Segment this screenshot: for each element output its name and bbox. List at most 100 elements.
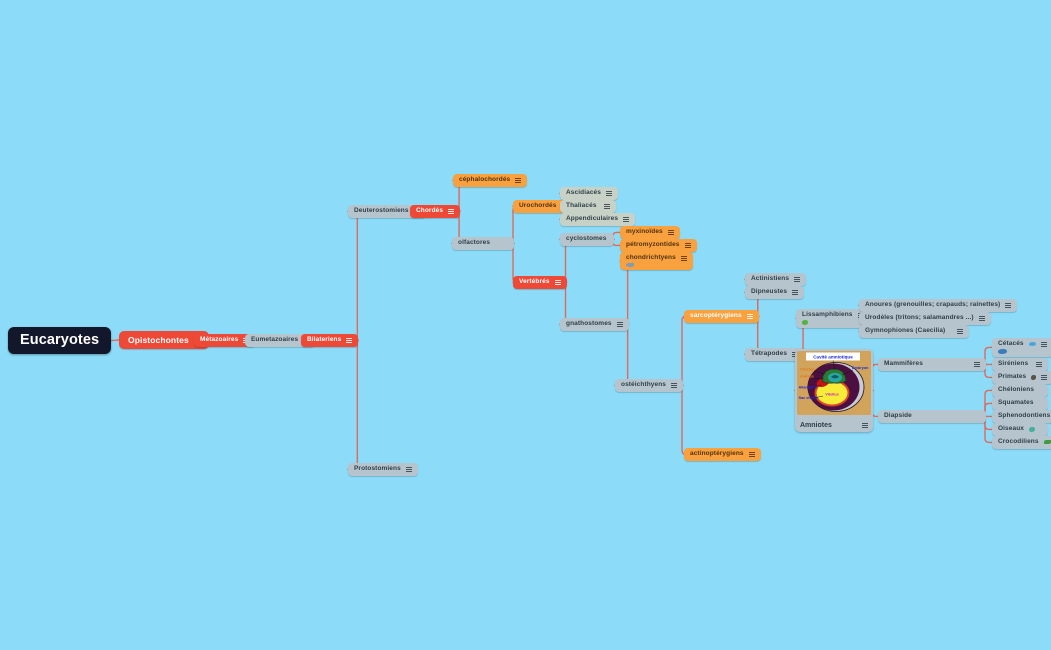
node-label: Cétacés (998, 340, 1024, 347)
node-cyclostomes[interactable]: cyclostomes (560, 233, 614, 246)
node-squamates[interactable]: Squamates (992, 397, 1048, 410)
node-chondrichtyens[interactable]: chondrichtyens (620, 252, 693, 270)
node-diapside[interactable]: Diapside (878, 410, 986, 423)
node-petromyzontides[interactable]: pétromyzontides (620, 239, 697, 252)
node-label: céphalochordés (459, 176, 511, 183)
node-label: Chordés (416, 207, 444, 214)
node-label: Eucaryotes (20, 332, 100, 348)
notes-icon (448, 208, 455, 214)
node-osteichthyens[interactable]: ostéichthyens (615, 379, 684, 392)
node-oiseaux[interactable]: Oiseaux (992, 423, 1048, 436)
node-gymnophiones[interactable]: Gymnophiones (Caecilia) (859, 325, 969, 338)
node-label: Ascidiacés (566, 189, 601, 196)
node-label: Bilateriens (307, 336, 342, 343)
node-label: Opistochontes (128, 334, 189, 345)
notes-icon (748, 451, 755, 457)
node-label: Thaliacés (566, 202, 597, 209)
node-chordes[interactable]: Chordés (410, 205, 461, 218)
notes-icon (862, 423, 868, 428)
node-actinistiens[interactable]: Actinistiens (745, 273, 807, 286)
notes-icon (1040, 341, 1047, 347)
node-urodeles[interactable]: Urodèles (tritons; salamandres ...) (859, 312, 991, 325)
notes-icon (405, 466, 412, 472)
node-mammiferes[interactable]: Mammifères (878, 358, 986, 371)
node-label: Anoures (grenouilles; crapauds; rainette… (865, 301, 1001, 308)
notes-icon (746, 313, 753, 319)
node-label: gnathostomes (566, 320, 612, 327)
notes-icon (957, 328, 963, 334)
node-label: olfactores (458, 239, 491, 246)
notes-icon (1036, 361, 1042, 367)
egg-label-sac-vitellin: Sac vitellin (799, 396, 820, 400)
node-dipneustes[interactable]: Dipneustes (745, 286, 805, 299)
node-label: Lissamphibiens (802, 311, 853, 318)
node-label: Métazoaires (200, 336, 239, 343)
node-myxinoides[interactable]: myxinoïdes (620, 226, 680, 239)
node-label: cyclostomes (566, 235, 607, 242)
notes-icon (605, 190, 612, 196)
node-sarcopterygiens[interactable]: sarcoptérygiens (684, 310, 759, 323)
egg-label-vitellus: Vitellus (825, 393, 838, 397)
node-vertebres[interactable]: Vertébrés (513, 276, 567, 289)
notes-icon (684, 242, 691, 248)
notes-icon (794, 276, 801, 282)
node-label: Tétrapodes (751, 350, 788, 357)
notes-icon (978, 315, 985, 321)
node-label: Gymnophiones (Caecilia) (865, 327, 946, 334)
egg-label-cavite: Cavité amniotique (813, 355, 853, 360)
crocodile-icon (1043, 440, 1051, 445)
node-label: actinoptérygiens (690, 450, 744, 457)
node-gnathostomes[interactable]: gnathostomes (560, 318, 629, 331)
node-actinopterygiens[interactable]: actinoptérygiens (684, 448, 761, 461)
bird-icon (1029, 426, 1035, 432)
node-ascidiaces[interactable]: Ascidiacés (560, 187, 618, 200)
frog-icon (802, 319, 808, 325)
notes-icon (346, 337, 353, 343)
amniotic-egg-image: Cavité amniotique Chorion (797, 351, 871, 415)
dolphin-icon (1028, 342, 1036, 347)
node-label: Amniotes (800, 422, 832, 429)
whale-icon (998, 348, 1007, 354)
notes-icon (554, 279, 561, 285)
node-sireniens[interactable]: Siréniens (992, 358, 1048, 371)
notes-icon (792, 289, 799, 295)
node-label: pétromyzontides (626, 241, 680, 248)
node-label: Chéloniens (998, 386, 1035, 393)
node-thaliaces[interactable]: Thaliacés (560, 200, 616, 213)
node-amniotes[interactable]: Cavité amniotique Chorion (795, 349, 873, 432)
notes-icon (974, 361, 980, 367)
shark-icon (626, 262, 634, 267)
node-protostomiens[interactable]: Protostomiens (348, 463, 418, 476)
node-label: myxinoïdes (626, 228, 663, 235)
notes-icon (1041, 374, 1048, 380)
node-bilateriens[interactable]: Bilateriens (301, 334, 359, 347)
node-label: Appendiculaires (566, 215, 619, 222)
node-cephalochordes[interactable]: céphalochordés (453, 174, 528, 187)
node-label: Primates (998, 373, 1027, 380)
node-sphenodontiens[interactable]: Sphenodontiens (992, 410, 1051, 423)
node-eucaryotes[interactable]: Eucaryotes (8, 327, 112, 355)
egg-label-amnios: Amnios (800, 375, 814, 379)
notes-icon (604, 203, 610, 209)
gorilla-icon (1031, 374, 1037, 380)
node-label: Urodèles (tritons; salamandres ...) (865, 314, 974, 321)
node-cheloniens[interactable]: Chéloniens (992, 384, 1048, 397)
node-label: Siréniens (998, 360, 1029, 367)
node-label: ostéichthyens (621, 381, 667, 388)
node-label: Deuterostomiens (354, 207, 409, 214)
egg-label-chorion: Chorion (800, 368, 815, 372)
node-anoures[interactable]: Anoures (grenouilles; crapauds; rainette… (859, 299, 1018, 312)
node-label: Mammifères (884, 360, 923, 367)
node-olfactores[interactable]: olfactores (452, 237, 514, 250)
node-label: sarcoptérygiens (690, 312, 742, 319)
node-appendiculaires[interactable]: Appendiculaires (560, 213, 636, 226)
node-label: Oiseaux (998, 425, 1024, 432)
node-label: Actinistiens (751, 275, 790, 282)
node-cetaces[interactable]: Cétacés (992, 338, 1051, 357)
node-primates[interactable]: Primates (992, 371, 1051, 384)
notes-icon (667, 229, 674, 235)
node-crocodiliens[interactable]: Crocodiliens (992, 436, 1051, 449)
node-label: Vertébrés (519, 278, 550, 285)
node-label: Urochordés (519, 202, 557, 209)
